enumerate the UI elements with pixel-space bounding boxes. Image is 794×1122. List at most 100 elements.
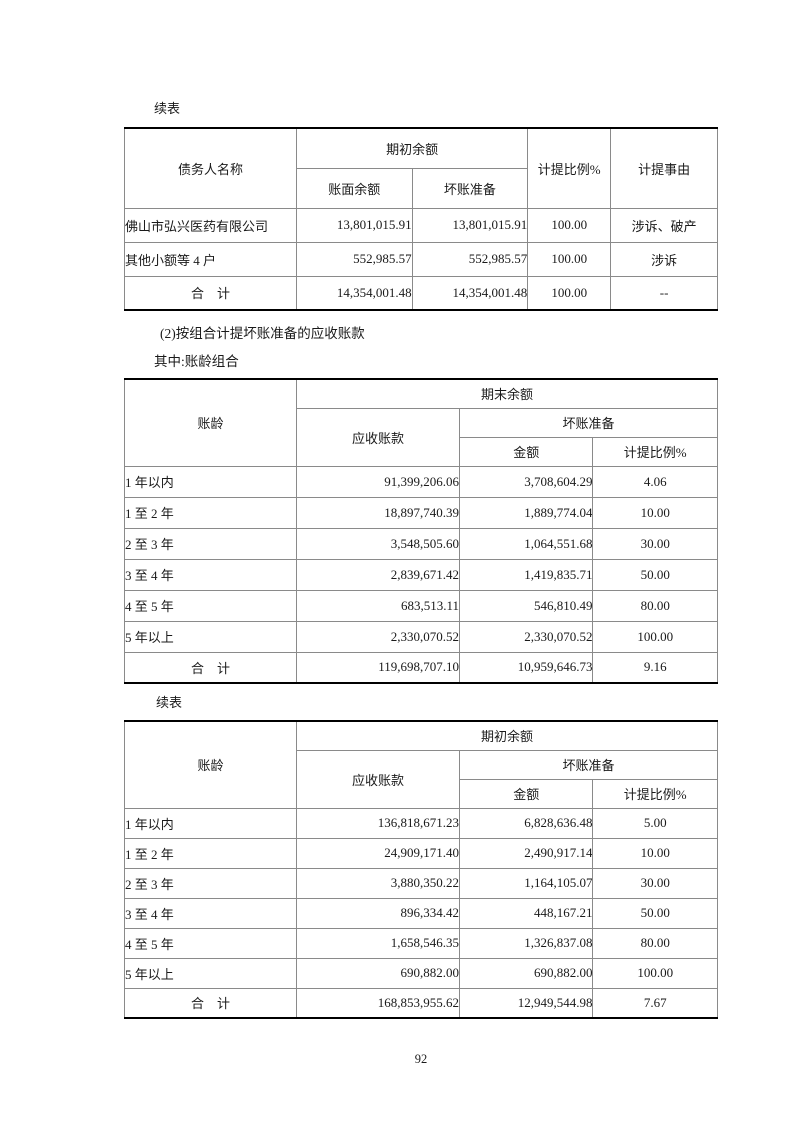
column-header-provision-ratio: 计提比例% <box>592 778 718 809</box>
cell-bad-debt-provision: 14,354,001.48 <box>411 275 529 311</box>
cell-bad-debt-provision: 13,801,015.91 <box>411 207 529 243</box>
cell-ratio: 9.16 <box>592 651 718 684</box>
continued-table-label-2: 续表 <box>156 695 183 710</box>
table-row: 2 至 3 年 3,880,350.22 1,164,105.07 30.00 <box>124 867 718 899</box>
column-header-amount: 金额 <box>459 778 594 809</box>
cell-amount: 2,330,070.52 <box>459 620 594 653</box>
paragraph-group-provision: (2)按组合计提坏账准备的应收账款 <box>160 326 365 341</box>
table-aging-ending-balance: 账龄 期末余额 应收账款 坏账准备 金额 计提比例% 1 年以内 91,399,2… <box>124 378 719 684</box>
cell-ratio: 30.00 <box>592 867 718 899</box>
table-aging-beginning-balance: 账龄 期初余额 应收账款 坏账准备 金额 计提比例% 1 年以内 136,818,… <box>124 720 719 1019</box>
cell-ratio: 100.00 <box>592 620 718 653</box>
column-header-amount: 金额 <box>459 436 594 467</box>
cell-bad-debt-provision: 552,985.57 <box>411 241 529 277</box>
cell-debtor: 合 计 <box>124 275 297 311</box>
cell-receivables: 119,698,707.10 <box>295 651 461 684</box>
column-header-debtor: 债务人名称 <box>124 127 297 209</box>
column-header-receivables: 应收账款 <box>295 749 461 809</box>
cell-reason: 涉诉 <box>610 241 718 277</box>
column-header-beginning-balance: 期初余额 <box>295 127 529 169</box>
column-header-book-balance: 账面余额 <box>295 167 413 209</box>
cell-debtor: 佛山市弘兴医药有限公司 <box>124 207 297 243</box>
cell-aging: 5 年以上 <box>124 957 297 989</box>
cell-receivables: 18,897,740.39 <box>295 496 461 529</box>
cell-ratio: 100.00 <box>592 957 718 989</box>
cell-debtor: 其他小额等 4 户 <box>124 241 297 277</box>
cell-receivables: 3,880,350.22 <box>295 867 461 899</box>
table-total-row: 合 计 168,853,955.62 12,949,544.98 7.67 <box>124 987 718 1019</box>
cell-ratio: 100.00 <box>527 207 612 243</box>
cell-receivables: 136,818,671.23 <box>295 807 461 839</box>
table-row: 1 至 2 年 18,897,740.39 1,889,774.04 10.00 <box>124 496 718 529</box>
cell-amount: 10,959,646.73 <box>459 651 594 684</box>
table-row: 佛山市弘兴医药有限公司 13,801,015.91 13,801,015.91 100… <box>124 207 718 243</box>
paragraph-aging-portfolio: 其中:账龄组合 <box>154 354 239 369</box>
column-header-provision-ratio: 计提比例% <box>592 436 718 467</box>
cell-receivables: 2,330,070.52 <box>295 620 461 653</box>
cell-ratio: 80.00 <box>592 589 718 622</box>
cell-aging: 1 至 2 年 <box>124 496 297 529</box>
table-row: 4 至 5 年 1,658,546.35 1,326,837.08 80.00 <box>124 927 718 959</box>
cell-aging: 5 年以上 <box>124 620 297 653</box>
cell-book-balance: 552,985.57 <box>295 241 413 277</box>
cell-receivables: 896,334.42 <box>295 897 461 929</box>
cell-receivables: 690,882.00 <box>295 957 461 989</box>
cell-aging: 1 至 2 年 <box>124 837 297 869</box>
cell-ratio: 10.00 <box>592 837 718 869</box>
cell-ratio: 80.00 <box>592 927 718 959</box>
cell-ratio: 7.67 <box>592 987 718 1019</box>
cell-amount: 448,167.21 <box>459 897 594 929</box>
cell-aging: 1 年以内 <box>124 807 297 839</box>
cell-amount: 1,064,551.68 <box>459 527 594 560</box>
cell-aging: 1 年以内 <box>124 465 297 498</box>
cell-amount: 2,490,917.14 <box>459 837 594 869</box>
cell-amount: 546,810.49 <box>459 589 594 622</box>
cell-reason: -- <box>610 275 718 311</box>
table-total-row: 合 计 119,698,707.10 10,959,646.73 9.16 <box>124 651 718 684</box>
cell-amount: 12,949,544.98 <box>459 987 594 1019</box>
table-row: 其他小额等 4 户 552,985.57 552,985.57 100.00 涉诉 <box>124 241 718 277</box>
cell-ratio: 50.00 <box>592 897 718 929</box>
cell-aging: 合 计 <box>124 987 297 1019</box>
cell-aging: 2 至 3 年 <box>124 867 297 899</box>
cell-receivables: 1,658,546.35 <box>295 927 461 959</box>
cell-aging: 3 至 4 年 <box>124 897 297 929</box>
cell-aging: 合 计 <box>124 651 297 684</box>
table-row: 5 年以上 690,882.00 690,882.00 100.00 <box>124 957 718 989</box>
table-row: 3 至 4 年 896,334.42 448,167.21 50.00 <box>124 897 718 929</box>
column-header-bad-debt-provision: 坏账准备 <box>459 749 718 780</box>
cell-aging: 3 至 4 年 <box>124 558 297 591</box>
table-row: 4 至 5 年 683,513.11 546,810.49 80.00 <box>124 589 718 622</box>
cell-receivables: 168,853,955.62 <box>295 987 461 1019</box>
cell-ratio: 10.00 <box>592 496 718 529</box>
cell-receivables: 3,548,505.60 <box>295 527 461 560</box>
cell-amount: 1,164,105.07 <box>459 867 594 899</box>
column-header-aging: 账龄 <box>124 378 297 467</box>
column-header-bad-debt-provision: 坏账准备 <box>459 407 718 438</box>
cell-aging: 4 至 5 年 <box>124 927 297 959</box>
cell-book-balance: 13,801,015.91 <box>295 207 413 243</box>
cell-amount: 1,419,835.71 <box>459 558 594 591</box>
cell-book-balance: 14,354,001.48 <box>295 275 413 311</box>
cell-amount: 1,326,837.08 <box>459 927 594 959</box>
cell-ratio: 100.00 <box>527 241 612 277</box>
cell-amount: 6,828,636.48 <box>459 807 594 839</box>
page-number: 92 <box>414 1052 428 1066</box>
table-row: 1 至 2 年 24,909,171.40 2,490,917.14 10.00 <box>124 837 718 869</box>
table-total-row: 合 计 14,354,001.48 14,354,001.48 100.00 -- <box>124 275 718 311</box>
table-row: 3 至 4 年 2,839,671.42 1,419,835.71 50.00 <box>124 558 718 591</box>
cell-reason: 涉诉、破产 <box>610 207 718 243</box>
cell-ratio: 100.00 <box>527 275 612 311</box>
column-header-aging: 账龄 <box>124 720 297 809</box>
table-provision-by-debtor: 债务人名称 期初余额 计提比例% 计提事由 账面余额 坏账准备 佛山市弘兴医药有… <box>124 127 718 311</box>
cell-receivables: 24,909,171.40 <box>295 837 461 869</box>
cell-amount: 3,708,604.29 <box>459 465 594 498</box>
column-header-bad-debt-provision: 坏账准备 <box>411 167 529 209</box>
table-row: 1 年以内 136,818,671.23 6,828,636.48 5.00 <box>124 807 718 839</box>
table-row: 2 至 3 年 3,548,505.60 1,064,551.68 30.00 <box>124 527 718 560</box>
cell-aging: 4 至 5 年 <box>124 589 297 622</box>
cell-ratio: 50.00 <box>592 558 718 591</box>
cell-amount: 1,889,774.04 <box>459 496 594 529</box>
cell-ratio: 5.00 <box>592 807 718 839</box>
